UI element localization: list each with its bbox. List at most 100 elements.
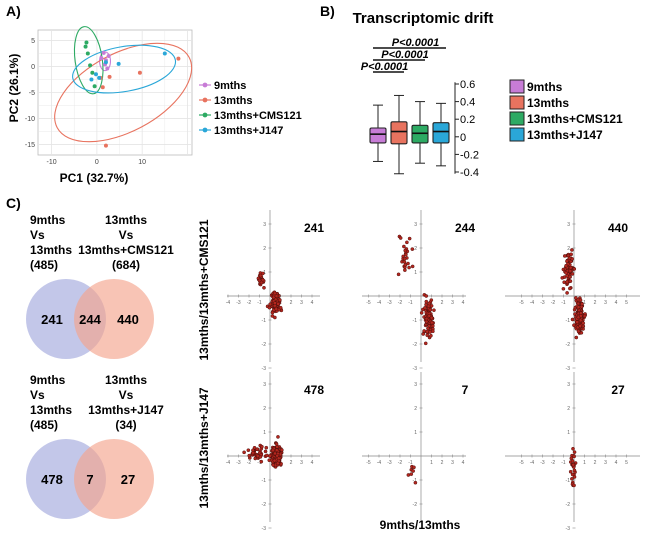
quadrant-x-tick-label: -3 [236,300,241,306]
quadrant-y-tick-label: 1 [263,430,266,436]
pca-point [83,44,88,49]
quadrant-point [427,301,432,306]
quadrant-x-tick-label: 3 [451,300,454,306]
pca-point [90,70,95,75]
row1-y-axis-label: 13mths/13mths+CMS121 [197,219,211,360]
quadrant-point [578,298,583,302]
quadrant-point [422,329,426,333]
quadrant-point [570,272,575,276]
quadrant-y-tick-label: -1 [262,318,267,324]
pca-x-axis-label: PC1 (32.7%) [60,171,129,185]
venn-set-label: Vs [119,228,134,242]
quadrant-point [578,318,583,323]
quadrant-point [405,240,409,245]
quadrant-x-tick-label: -5 [519,300,524,306]
quadrant-x-tick-label: 5 [625,460,628,466]
quadrant-x-tick-label: -1 [257,300,262,306]
box-body [369,127,387,144]
venn-set-label: (485) [30,418,58,432]
quadrant-x-tick-label: -5 [519,460,524,466]
quadrant-x-tick-label: 4 [462,460,465,466]
pca-point [99,56,104,61]
legend-marker [202,127,208,133]
significance-label: P<0.0001 [361,61,408,73]
quadrant-y-tick-label: 3 [263,222,266,228]
venn-set-label: 13mths [30,243,72,257]
quadrant-x-tick-label: 2 [441,460,444,466]
quadrant-count-label: 241 [304,221,324,235]
quadrant-x-tick-label: 2 [441,300,444,306]
drift-legend-swatch [509,127,525,142]
pca-y-tick-label: -10 [25,116,35,123]
quadrant-point [425,333,430,338]
legend-marker [202,97,208,103]
quadrant-point [255,447,260,452]
quadrant-y-tick-label: 2 [263,246,266,252]
quadrant-x-tick-label: -2 [551,300,556,306]
venn-j147: 9mthsVs13mths(485)13mthsVs13mths+J147(34… [26,373,164,519]
quadrant-point [570,472,575,477]
quadrant-x-tick-label: 2 [290,300,293,306]
venn-count-overlap: 244 [79,312,101,327]
pca-points [83,40,181,148]
quadrant-point [259,459,264,464]
quadrant-point [582,314,587,318]
quadrant-point [270,310,275,315]
quadrant-point [258,273,263,278]
quadrant-y-tick-label: 1 [414,430,417,436]
quadrant-point [578,324,582,328]
quadrant-x-tick-label: -1 [561,300,566,306]
pca-x-tick-label: -10 [47,159,57,166]
panel-label-c: C) [6,195,21,211]
quadrant-x-tick-label: 1 [583,460,586,466]
quadrant-y-tick-label: -2 [262,502,267,508]
quadrant-point [252,445,257,450]
quadrant-x-tick-label: -1 [408,300,413,306]
quadrant-point [255,454,260,458]
quadrant-point [253,456,258,461]
quadrant-point [402,244,406,249]
quadrant-x-tick-label: 5 [625,300,628,306]
quadrant-x-tick-label: -1 [408,460,413,466]
quadrant-point [572,450,577,454]
pca-point [103,60,108,65]
quadrant-point [265,453,269,458]
quadrant-point [424,316,429,321]
drift-y-tick-label: 0.4 [460,97,475,109]
drift-y-tick-label: 0.2 [460,114,475,126]
pca-point [85,51,90,56]
venn-circle-right [74,439,154,519]
pca-legend-label: 13mths+J147 [214,125,283,137]
quadrant-point [274,294,279,298]
drift-legend-label: 13mths [527,96,569,110]
quadrant-point [275,461,280,466]
significance-label: P<0.0001 [392,37,439,49]
quadrant-x-tick-label: -2 [398,460,403,466]
quadrant-y-tick-label: -3 [413,366,418,372]
quadrant-point [565,291,569,295]
drift-y-tick-label: 0 [460,132,466,144]
venn-set-label: (485) [30,258,58,272]
quadrant-point [568,286,572,291]
pca-plot: -10 0 10 5 0 -5 -10 -15 PC1 (32.7%) PC2 (26.1%)… [7,26,302,185]
drift-y-tick-label: 0.6 [460,79,475,91]
quadrant-point [572,454,576,459]
quadrant-point [268,302,272,307]
quadrant-point [567,274,572,279]
quadrant-y-tick-label: -1 [262,478,267,484]
quadrant-point [271,463,276,467]
pca-y-tick-label: 5 [31,38,35,45]
quadrant-point [407,236,412,241]
quadrant-point [276,456,281,461]
quadrant-count-label: 478 [304,383,324,397]
quadrant-x-tick-label: 3 [300,300,303,306]
venn-circle-right [74,279,154,359]
quadrant-x-tick-label: -4 [530,300,535,306]
quadrant-x-tick-label: -4 [226,300,231,306]
quadrant-x-tick-label: 3 [300,460,303,466]
legend-marker [202,82,208,88]
venn-set-label: (684) [112,258,140,272]
